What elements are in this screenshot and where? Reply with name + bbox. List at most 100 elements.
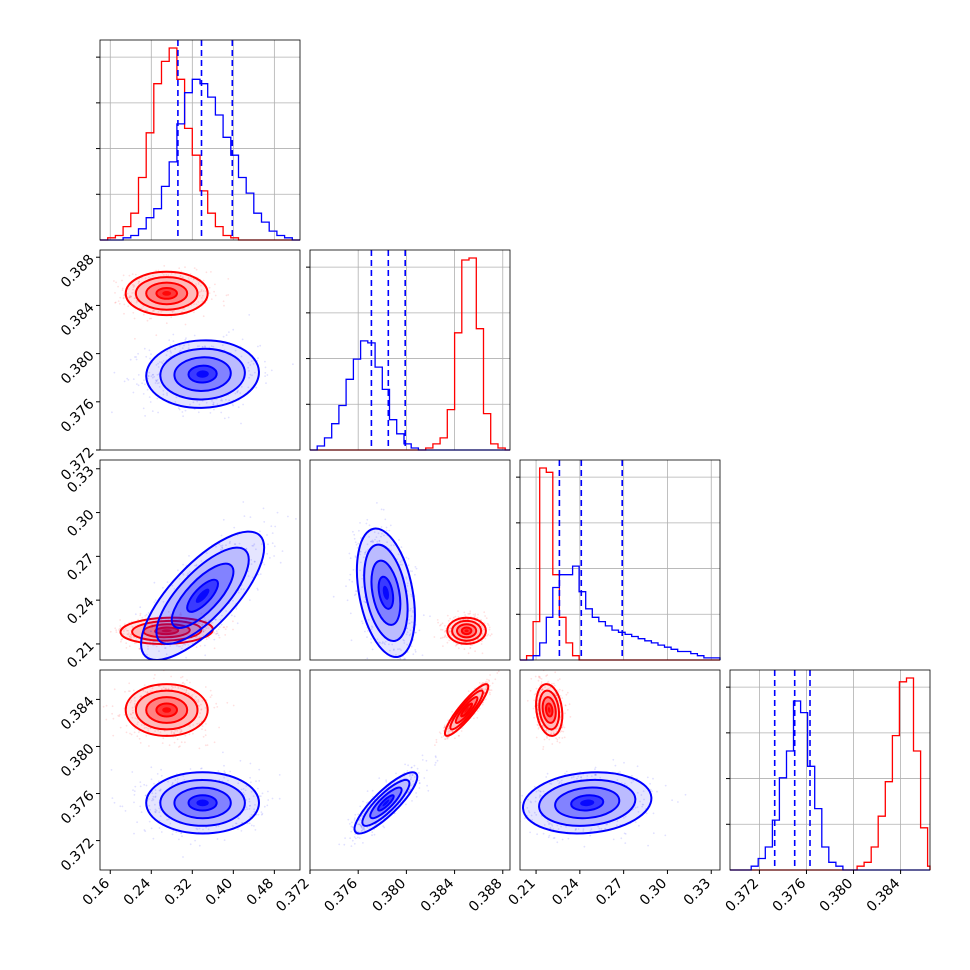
- panel-background: [310, 250, 510, 450]
- red-sample-point: [481, 688, 484, 690]
- blue-sample-point: [533, 811, 536, 814]
- blue-sample-point: [143, 633, 146, 635]
- blue-sample-point: [249, 373, 252, 376]
- red-contour-line: [454, 696, 479, 724]
- x-tick-label: 0.30: [637, 876, 670, 909]
- red-sample-point: [457, 616, 460, 619]
- red-sample-point: [455, 644, 458, 646]
- blue-sample-point: [169, 350, 172, 353]
- blue-sample-point: [257, 573, 260, 576]
- blue-sample-point: [215, 825, 218, 828]
- blue-sample-point: [378, 539, 381, 542]
- red-sample-point: [532, 707, 535, 710]
- blue-sample-point: [344, 837, 346, 839]
- red-sample-point: [208, 636, 210, 639]
- red-sample-point: [127, 629, 129, 632]
- blue-sample-point: [133, 801, 135, 804]
- red-sample-point: [541, 688, 544, 691]
- blue-sample-point: [435, 756, 437, 759]
- x-tick-label: 0.376: [321, 875, 361, 915]
- blue-sample-point: [194, 839, 197, 842]
- blue-sample-point: [271, 542, 274, 545]
- blue-sample-point: [513, 813, 515, 815]
- red-sample-point: [141, 616, 144, 619]
- red-sample-point: [140, 724, 143, 726]
- blue-sample-point: [146, 653, 148, 656]
- red-sample-point: [541, 724, 544, 727]
- panel-background: [100, 670, 300, 870]
- red-sample-point: [197, 699, 200, 701]
- blue-sample-point: [185, 337, 187, 339]
- blue-sample-point: [407, 791, 410, 794]
- blue-sample-point: [361, 586, 364, 589]
- blue-sample-point: [380, 526, 383, 528]
- red-sample-point: [491, 682, 494, 685]
- blue-scatter-points: [111, 314, 294, 425]
- blue-sample-point: [664, 834, 667, 837]
- blue-sample-point: [575, 828, 577, 831]
- blue-sample-point: [124, 664, 126, 666]
- blue-sample-point: [408, 618, 410, 621]
- red-sample-point: [199, 291, 201, 293]
- blue-sample-point: [240, 422, 242, 425]
- red-sample-point: [138, 731, 140, 734]
- red-sample-point: [449, 627, 451, 630]
- blue-sample-point: [536, 833, 538, 836]
- blue-sample-point: [594, 773, 597, 776]
- blue-contour-line: [361, 778, 411, 827]
- red-sample-point: [538, 676, 541, 678]
- blue-sample-point: [649, 782, 651, 785]
- blue-sample-point: [556, 779, 559, 782]
- blue-sample-point: [183, 344, 185, 347]
- red-sample-point: [444, 738, 447, 740]
- blue-sample-point: [515, 799, 517, 801]
- blue-sample-point: [357, 836, 359, 839]
- blue-density-fill: [196, 370, 209, 378]
- blue-sample-point: [207, 828, 210, 831]
- blue-contour-line: [522, 771, 653, 835]
- red-contour-line: [446, 616, 487, 645]
- blue-sample-point: [350, 825, 353, 828]
- red-sample-point: [185, 691, 188, 694]
- red-sample-point: [124, 623, 126, 626]
- blue-sample-point: [113, 801, 116, 804]
- red-sample-point: [448, 639, 451, 642]
- blue-sample-point: [410, 621, 413, 623]
- blue-sample-point: [153, 782, 155, 785]
- red-sample-point: [202, 315, 205, 318]
- blue-sample-point: [182, 572, 184, 575]
- red-sample-point: [541, 688, 544, 691]
- blue-contour-line: [159, 779, 246, 827]
- blue-sample-point: [358, 823, 361, 826]
- red-sample-point: [198, 705, 201, 707]
- blue-sample-point: [367, 630, 369, 632]
- blue-sample-point: [386, 662, 388, 664]
- red-density-fill: [547, 707, 551, 713]
- red-sample-point: [204, 686, 207, 688]
- blue-sample-point: [539, 794, 541, 797]
- blue-sample-point: [363, 810, 366, 813]
- blue-sample-point: [260, 543, 263, 546]
- blue-sample-point: [186, 641, 189, 644]
- red-sample-point: [442, 645, 444, 647]
- red-sample-point: [480, 625, 483, 627]
- blue-sample-point: [131, 771, 134, 773]
- panel-background: [100, 40, 300, 240]
- blue-sample-point: [513, 805, 515, 807]
- red-sample-point: [192, 732, 194, 735]
- blue-sample-point: [414, 649, 417, 651]
- blue-sample-point: [372, 540, 375, 543]
- blue-sample-point: [623, 761, 625, 764]
- blue-sample-point: [426, 769, 428, 772]
- blue-sample-point: [249, 599, 251, 601]
- blue-sample-point: [354, 813, 357, 816]
- red-sample-point: [444, 635, 447, 638]
- red-sample-point: [479, 687, 482, 690]
- red-sample-point: [197, 622, 200, 625]
- blue-sample-point: [391, 643, 394, 646]
- red-sample-point: [201, 623, 203, 626]
- blue-sample-point: [410, 776, 413, 779]
- blue-sample-point: [365, 550, 367, 552]
- red-sample-point: [131, 292, 134, 294]
- blue-sample-point: [383, 534, 385, 537]
